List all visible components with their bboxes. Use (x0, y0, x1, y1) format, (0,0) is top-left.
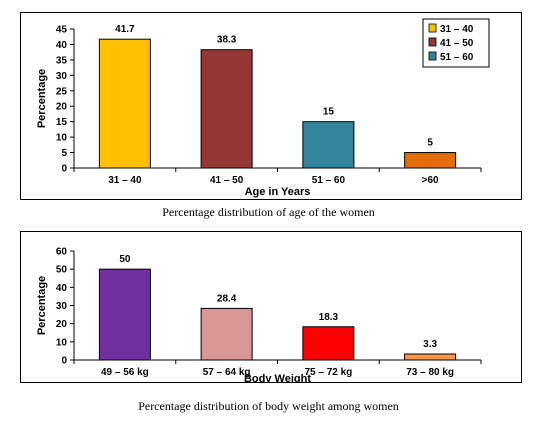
age-chart-frame: 0 5 10 15 20 25 30 35 40 45 Percentage 41.7 31 – 40 3… (20, 12, 522, 200)
y-tick-label: 20 (56, 319, 68, 330)
data-label: 18.3 (319, 312, 339, 323)
y-tick-label: 60 (56, 247, 68, 258)
x-tick-label: 51 – 60 (312, 175, 346, 186)
x-tick-label: 41 – 50 (210, 175, 244, 186)
weight-bar-chart: 0 10 20 30 40 50 60 Percentage 50 49 – 56 kg 28.4 5… (36, 247, 482, 382)
x-axis-title: Body Weight (244, 373, 311, 382)
legend-swatch (428, 51, 437, 61)
legend-swatch (428, 23, 437, 33)
data-label: 15 (323, 107, 335, 118)
y-tick-label: 30 (56, 301, 68, 312)
data-label: 5 (427, 138, 433, 149)
x-tick-label: 31 – 40 (108, 175, 142, 186)
y-axis-title: Percentage (36, 276, 48, 335)
y-tick-label: 50 (56, 265, 68, 276)
y-tick-label: 35 (56, 55, 68, 66)
x-tick-label: >60 (422, 175, 439, 186)
bar (404, 353, 457, 361)
bar (302, 326, 355, 361)
x-axis-title: Age in Years (245, 186, 311, 198)
y-tick-label: 40 (56, 40, 68, 51)
x-tick-label: 73 – 80 kg (406, 367, 454, 378)
bar (98, 268, 151, 361)
y-tick-label: 10 (56, 133, 68, 144)
y-tick-label: 10 (56, 337, 68, 348)
y-axis-title: Percentage (36, 69, 48, 128)
y-tick-label: 15 (56, 117, 68, 128)
legend-label: 51 – 60 (440, 52, 474, 63)
y-tick-label: 20 (56, 102, 68, 113)
y-tick-label: 5 (61, 148, 67, 159)
y-tick-label: 45 (56, 25, 68, 36)
age-chart-caption: Percentage distribution of age of the wo… (162, 205, 375, 219)
x-tick-label: 57 – 64 kg (203, 367, 251, 378)
bar (200, 49, 253, 169)
bar (302, 121, 355, 169)
x-tick-label: 49 – 56 kg (101, 367, 149, 378)
y-tick-label: 40 (56, 283, 68, 294)
y-tick-label: 25 (56, 86, 68, 97)
age-bar-chart: 0 5 10 15 20 25 30 35 40 45 Percentage 41.7 31 – 40 3… (36, 18, 490, 198)
bar (404, 152, 457, 169)
y-tick-label: 0 (61, 164, 67, 175)
data-label: 41.7 (115, 24, 135, 35)
x-tick-label: 75 – 72 kg (304, 367, 352, 378)
data-label: 3.3 (423, 339, 437, 350)
data-label: 50 (119, 254, 131, 265)
legend-swatch (428, 37, 437, 47)
weight-chart-caption: Percentage distribution of body weight a… (138, 399, 399, 413)
data-label: 28.4 (217, 293, 237, 304)
y-tick-label: 0 (61, 356, 67, 367)
legend-label: 41 – 50 (440, 38, 474, 49)
legend-label: 31 – 40 (440, 24, 474, 35)
data-label: 38.3 (217, 35, 237, 46)
bar (200, 307, 253, 361)
weight-chart-frame: 0 10 20 30 40 50 60 Percentage 50 49 – 56 kg 28.4 5… (20, 231, 522, 383)
y-tick-label: 30 (56, 71, 68, 82)
bar (98, 38, 151, 169)
